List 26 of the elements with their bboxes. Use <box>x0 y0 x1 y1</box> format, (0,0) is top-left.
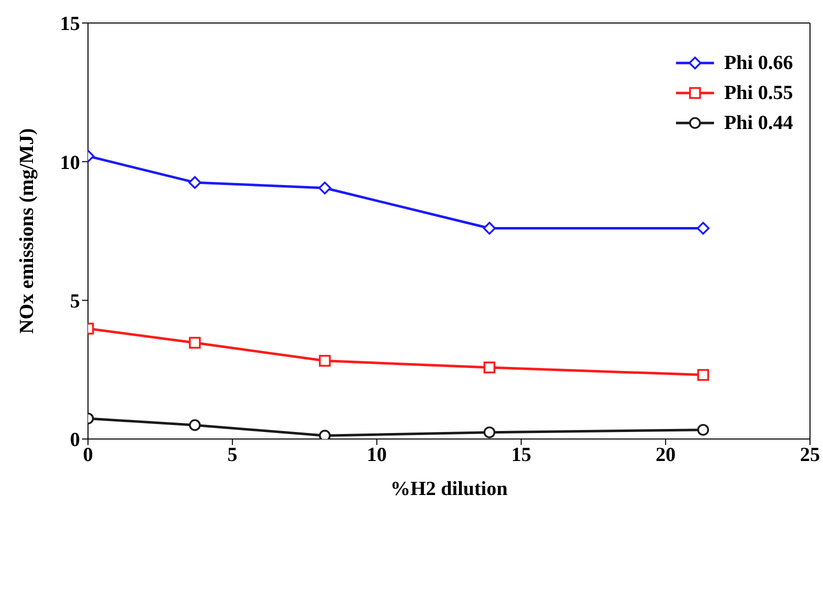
y-tick-label: 15 <box>60 13 80 36</box>
point <box>484 362 496 374</box>
y-axis-title: NOx emissions (mg/MJ) <box>16 128 38 334</box>
x-axis-title: %H2 dilution <box>390 478 508 500</box>
point <box>696 222 710 235</box>
y-tick-label: 5 <box>70 290 80 312</box>
y-tick-label: 10 <box>60 152 80 174</box>
x-tick-label: 15 <box>511 444 532 466</box>
point <box>697 369 710 381</box>
point <box>483 222 496 235</box>
x-tick-label: 10 <box>366 444 387 466</box>
point <box>484 426 496 438</box>
y-tick-label: 0 <box>70 429 80 452</box>
point <box>697 424 710 436</box>
point <box>188 176 202 189</box>
legend-label: Phi 0.66 <box>724 52 793 74</box>
x-tick-label: 25 <box>800 444 820 466</box>
x-tick-label: 5 <box>227 444 238 466</box>
legend-label: Phi 0.55 <box>724 82 793 104</box>
point <box>188 336 201 349</box>
point <box>318 182 332 194</box>
point <box>318 430 331 439</box>
point <box>318 354 331 367</box>
x-tick-label: 20 <box>656 444 676 466</box>
point <box>188 419 201 432</box>
legend-label: Phi 0.44 <box>724 112 793 134</box>
